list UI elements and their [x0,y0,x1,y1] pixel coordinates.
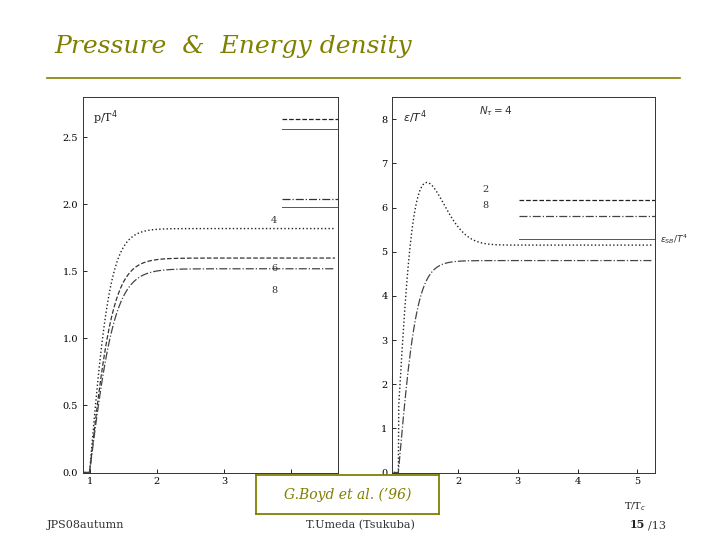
Text: JPS08autumn: JPS08autumn [47,520,125,530]
Text: /13: /13 [648,520,666,530]
Text: T/T$_c$: T/T$_c$ [318,501,340,514]
Text: 8: 8 [271,286,277,295]
Text: 8: 8 [482,201,488,211]
Text: 2: 2 [482,185,488,194]
Text: T/T$_c$: T/T$_c$ [624,501,646,514]
Text: p/T$^4$: p/T$^4$ [93,109,118,127]
Text: T.Umeda (Tsukuba): T.Umeda (Tsukuba) [305,520,415,530]
Text: 15: 15 [630,519,645,530]
Text: $\epsilon/T^4$: $\epsilon/T^4$ [403,109,427,126]
Text: 4: 4 [271,216,277,225]
Text: Pressure  &  Energy density: Pressure & Energy density [54,35,412,58]
Text: 6: 6 [271,265,277,273]
Text: $N_\tau=4$: $N_\tau=4$ [479,104,513,118]
Text: $\epsilon_{SB}/T^4$: $\epsilon_{SB}/T^4$ [660,232,689,246]
Text: G.Boyd et al. (’96): G.Boyd et al. (’96) [284,488,411,502]
